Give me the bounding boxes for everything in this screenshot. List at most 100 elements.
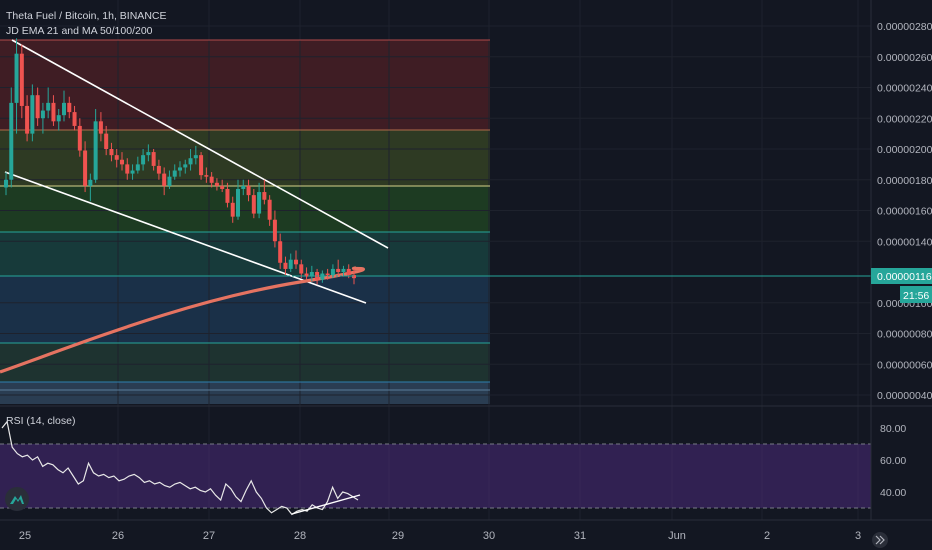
candle-body [257,192,262,214]
candle-body [93,121,98,180]
candle-body [304,273,309,277]
time-tick-label: 29 [392,530,404,542]
candle-body [246,185,251,196]
time-tick-label: Jun [668,530,686,542]
time-tick-label: 2 [764,530,770,542]
candle-body [62,102,66,116]
price-tick-label: 0.00000240 [877,83,932,95]
candle-body [241,185,246,189]
zone-band [0,276,490,343]
candle-body [51,102,56,122]
time-tick-label: 3 [855,530,861,542]
candle-body [283,262,288,269]
candle-body [346,268,351,276]
tradingview-logo-icon[interactable] [5,487,29,511]
zone-band [0,130,490,186]
zone-band [0,40,490,130]
candle-body [19,53,24,106]
candle-body [251,195,256,214]
candle-body [193,155,198,159]
candle-body [141,155,146,165]
zone-band [0,343,490,382]
rsi-divergence-line [291,494,361,515]
rsi-line [1,420,359,516]
candle-body [220,185,225,189]
rsi-tick-label: 40.00 [880,487,906,499]
candle-body [236,188,240,217]
candle-body [183,164,188,168]
candle-body [77,125,82,151]
rsi-band [0,444,871,508]
candle-body [56,115,61,122]
candle-body [204,175,209,177]
countdown-label: 21:56 [903,290,929,302]
chevron-right-icon [875,535,885,545]
candle-body [72,112,77,126]
candle-body [199,155,204,176]
candle-body [178,167,182,171]
candle-body [46,102,51,111]
symbol-title[interactable]: Theta Fuel / Bitcoin, 1h, BINANCE [6,10,167,22]
candle-body [167,176,172,186]
current-price-label: 0.00000116 [877,271,932,283]
candle-body [9,102,14,180]
candle-body [114,155,119,160]
candle-body [309,272,314,277]
grid-lines [0,0,871,520]
candle-body [88,179,93,186]
scroll-to-realtime-icon[interactable] [872,532,888,548]
candle-body [188,158,193,165]
time-tick-label: 31 [574,530,586,542]
candle-body [352,275,356,279]
candle-body [172,170,177,177]
ma-200-line [0,266,366,374]
candle-body [341,268,346,272]
rsi-label[interactable]: RSI (14, close) [6,415,76,427]
candle-body [25,105,30,134]
price-tick-label: 0.00000060 [877,359,932,371]
price-tick-label: 0.00000140 [877,236,932,248]
rsi-tick-label: 60.00 [880,455,906,467]
candle-body [130,170,135,174]
zone-band [0,232,490,276]
countdown-tag [900,286,932,303]
candle-body [4,179,8,188]
fibonacci-zones [0,40,490,404]
candle-body [83,150,88,186]
candle-body [30,95,35,134]
candle-body [35,95,40,119]
time-tick-label: 27 [203,530,215,542]
candle-body [151,152,156,166]
indicator-label[interactable]: JD EMA 21 and MA 50/100/200 [6,25,153,37]
candle-body [67,102,72,113]
upper-trendline [11,39,389,249]
candle-body [40,110,45,119]
candle-body [294,259,298,265]
candle-body [336,268,341,272]
time-tick-label: 28 [294,530,306,542]
time-tick-label: 26 [112,530,124,542]
candle-body [230,202,235,217]
candle-body [125,164,130,174]
candle-body [278,241,283,263]
candle-body [262,192,267,200]
candle-body [214,182,219,186]
zone-band [0,382,490,404]
candle-body [135,164,140,171]
candle-body [14,53,19,103]
candle-body [104,133,109,149]
current-price-tag [871,268,932,284]
price-tick-label: 0.00000200 [877,144,932,156]
candle-body [98,121,103,134]
candle-body [330,268,335,276]
candle-body [209,176,214,183]
candle-body [162,173,167,186]
price-tick-label: 0.00000180 [877,175,932,187]
time-tick-label: 30 [483,530,495,542]
candle-body [225,188,230,203]
rsi-pane [0,405,932,516]
price-tick-label: 0.00000260 [877,52,932,64]
moving-average-line [0,266,366,374]
